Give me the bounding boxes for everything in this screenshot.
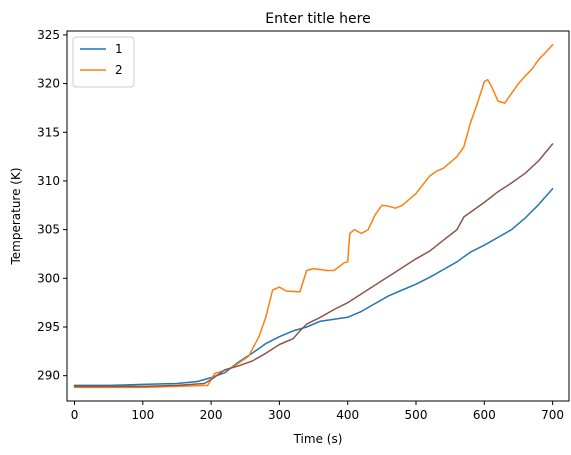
series-line-1 <box>73 187 554 387</box>
y-tick-label: 325 <box>37 28 60 42</box>
legend-label: 2 <box>115 63 123 77</box>
x-tick-label: 300 <box>268 408 291 422</box>
y-tick-label: 310 <box>37 174 60 188</box>
legend: 12 <box>72 36 135 88</box>
y-tick-label: 300 <box>37 271 60 285</box>
plot-series <box>73 43 554 389</box>
x-axis-label: Time (s) <box>293 432 343 446</box>
y-tick-label: 315 <box>37 125 60 139</box>
y-axis-label: Temperature (K) <box>9 167 23 265</box>
plot-area-frame <box>66 30 570 402</box>
y-tick-label: 290 <box>37 369 60 383</box>
x-tick-label: 400 <box>336 408 359 422</box>
x-axis: 0 100 200 300 400 500 600 700 <box>71 401 564 422</box>
y-tick-label: 305 <box>37 223 60 237</box>
x-tick-label: 0 <box>71 408 79 422</box>
x-tick-label: 700 <box>541 408 564 422</box>
series-line-3 <box>73 143 554 388</box>
y-tick-label: 320 <box>37 77 60 91</box>
legend-label: 1 <box>115 42 123 56</box>
x-tick-label: 100 <box>131 408 154 422</box>
y-tick-label: 295 <box>37 320 60 334</box>
legend-box <box>72 36 135 88</box>
x-tick-label: 200 <box>200 408 223 422</box>
x-tick-label: 600 <box>473 408 496 422</box>
chart-title: Enter title here <box>265 11 370 27</box>
series-line-2 <box>73 43 554 389</box>
y-axis: 290 295 300 305 310 315 320 325 <box>37 28 67 383</box>
x-tick-label: 500 <box>405 408 428 422</box>
